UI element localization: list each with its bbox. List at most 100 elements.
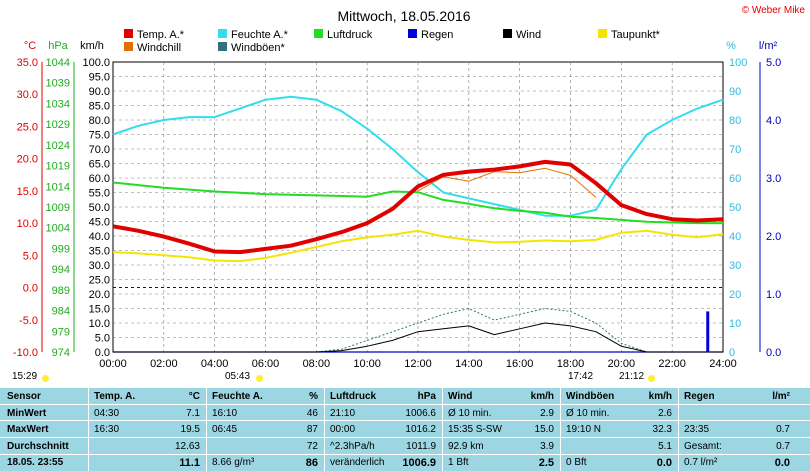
legend-swatch [124,42,133,51]
x-tick-label: 18:00 [557,358,585,370]
sunset-icon [648,375,655,382]
x-tick-label: 14:00 [455,358,483,370]
wind-tick-label: 55.0 [89,188,110,200]
legend-label: Luftdruck [327,29,373,41]
cell-value: 19.5 [180,424,200,435]
pressure-tick-label: 979 [52,326,70,338]
column-unit: km/h [530,391,554,402]
humidity-tick-label: 10 [729,318,741,330]
wind-tick-label: 70.0 [89,144,110,156]
wind-tick-label: 50.0 [89,202,110,214]
column-unit: % [309,391,318,402]
x-tick-label: 06:00 [252,358,280,370]
pressure-tick-label: 974 [52,347,70,359]
wind-tick-label: 90.0 [89,86,110,98]
temp-tick-label: 10.0 [17,218,38,230]
humidity-tick-label: 80 [729,115,741,127]
pressure-tick-label: 1029 [46,119,70,131]
cell-label: 0 Bft [566,457,587,468]
legend-label: Wind [516,29,541,41]
cell-label: 16:30 [94,424,120,435]
column-unit: l/m² [772,391,790,402]
pressure-tick-label: 1004 [46,223,70,235]
cell-value: 2.5 [538,457,554,469]
cell-value: 7.1 [186,408,200,419]
cell-label: 21:10 [330,408,356,419]
rain-bar [706,311,710,352]
cell-label: 16:10 [212,408,238,419]
legend-label: Windböen* [231,42,286,54]
row-label-min: MinWert [7,408,47,419]
wind-tick-label: 40.0 [89,231,110,243]
cell-label: 00:00 [330,424,356,435]
wind-tick-label: 30.0 [89,260,110,272]
legend-label: Windchill [137,42,181,54]
wind-tick-label: 100.0 [82,57,110,69]
row-label-max: MaxWert [7,424,49,435]
temp-tick-label: 35.0 [17,57,38,69]
legend-swatch [314,29,323,38]
row-label-avg: Durchschnitt [7,441,69,452]
pressure-tick-label: 989 [52,285,70,297]
cell-label: 15:35 S-SW [448,424,502,435]
sunrise-icon [256,375,263,382]
cell-label: Gesamt: [684,441,722,452]
rain-unit-label: l/m² [759,40,778,52]
column-header: Feuchte A. [212,391,263,402]
x-tick-label: 04:00 [201,358,229,370]
pressure-tick-label: 1019 [46,161,70,173]
rain-tick-label: 1.0 [766,289,781,301]
legend: Temp. A.* Feuchte A.* Luftdruck Regen Wind Ta… [124,29,661,54]
series-group [112,95,724,353]
x-tick-label: 12:00 [404,358,432,370]
series-line [417,167,597,198]
copyright-label: © Weber Mike [742,5,806,16]
column-header: Windböen [566,391,615,402]
cell-value: 32.3 [652,424,672,435]
rain-tick-label: 2.0 [766,231,781,243]
axis-ticks: 35.0 30.0 25.0 20.0 15.0 10.0 5.0 0.0 -5.0 -10.0 1… [13,57,781,370]
humidity-tick-label: 90 [729,86,741,98]
wind-tick-label: 75.0 [89,130,110,142]
cell-value: 1016.2 [405,424,436,435]
series-line [112,159,724,255]
cell-value: 0.7 [776,441,790,452]
legend-label: Temp. A.* [137,29,185,41]
column-unit: hPa [417,391,436,402]
series-line [113,322,723,353]
weather-chart: Mittwoch, 18.05.2016 © Weber Mike Temp. … [13,5,806,370]
column-unit: °C [188,391,200,402]
humidity-tick-label: 60 [729,173,741,185]
pressure-unit-label: hPa [48,40,68,52]
wind-tick-label: 65.0 [89,159,110,171]
mid-time: 17:42 [568,371,594,382]
cell-label: 04:30 [94,408,120,419]
row-label-current: 18.05. 23:55 [7,457,64,468]
temp-tick-label: 20.0 [17,154,38,166]
pressure-tick-label: 1039 [46,78,70,90]
wind-tick-label: 15.0 [89,304,110,316]
cell-label: 1 Bft [448,457,469,468]
cell-value: 15.0 [534,424,554,435]
pressure-tick-label: 984 [52,306,70,318]
temp-tick-label: -5.0 [19,315,38,327]
rain-tick-label: 4.0 [766,115,781,127]
wind-tick-label: 0.0 [95,347,110,359]
pressure-tick-label: 1034 [46,98,70,110]
cell-label: 92.9 km [448,441,484,452]
sun-band: 15:29 05:43 17:42 21:12 [0,370,810,384]
row-label-sensor: Sensor [7,391,41,402]
x-tick-label: 20:00 [608,358,636,370]
pressure-tick-label: 1024 [46,140,70,152]
cell-value: 3.9 [540,441,554,452]
x-tick-label: 08:00 [303,358,331,370]
cell-value: 46 [306,408,318,419]
cell-label: 23:35 [684,424,710,435]
rain-tick-label: 5.0 [766,57,781,69]
wind-tick-label: 85.0 [89,101,110,113]
pressure-tick-label: 999 [52,243,70,255]
legend-swatch [124,29,133,38]
wind-tick-label: 80.0 [89,115,110,127]
legend-swatch [503,29,512,38]
series-line [112,229,724,263]
